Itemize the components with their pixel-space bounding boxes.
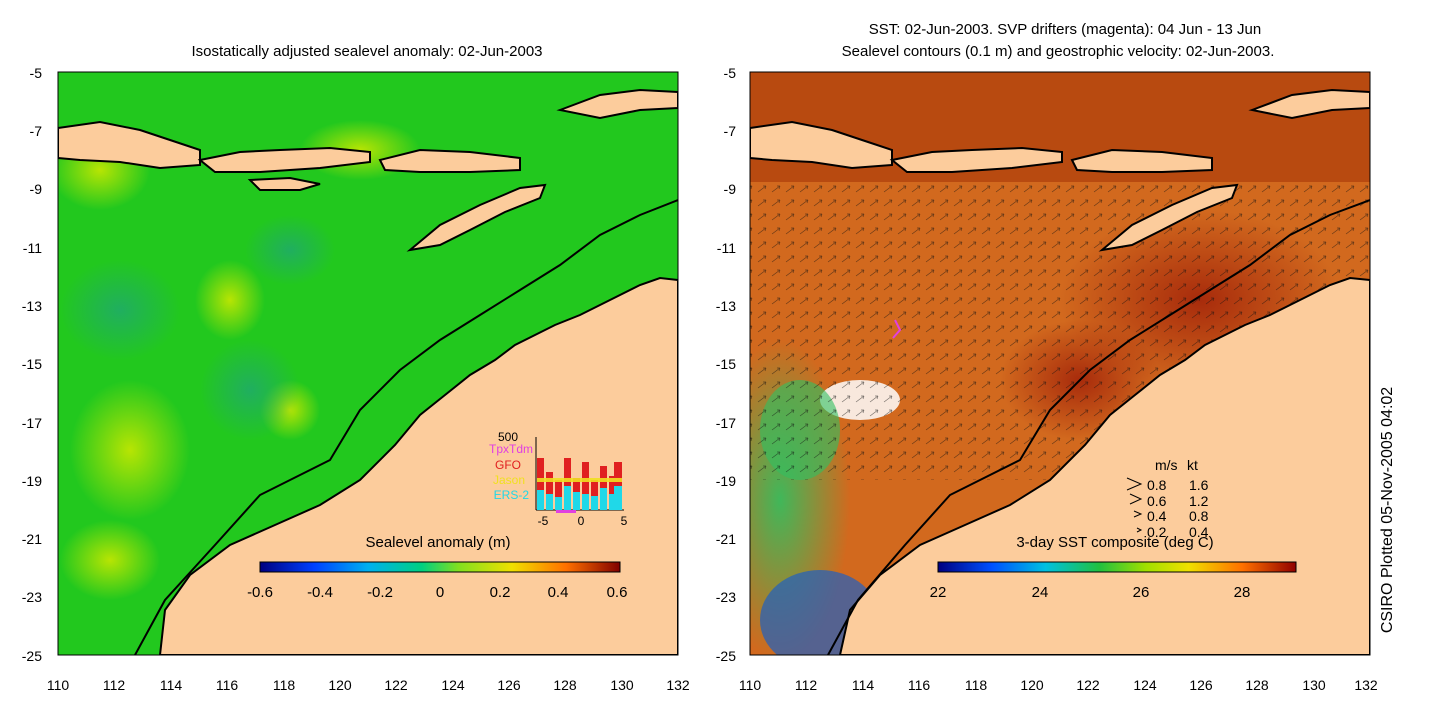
left-colorbar-ticks: -0.6 -0.4 -0.2 0 0.2 0.4 0.6 — [247, 584, 627, 601]
svg-text:0: 0 — [436, 584, 444, 601]
svg-text:0.2: 0.2 — [490, 584, 511, 601]
right-australia-land — [838, 276, 1370, 655]
credit-text: CSIRO Plotted 05-Nov-2005 04:02 — [1379, 387, 1396, 633]
svg-text:118: 118 — [965, 677, 988, 693]
svg-text:118: 118 — [273, 677, 296, 693]
svg-text:0.6: 0.6 — [1147, 493, 1167, 509]
svg-text:-17: -17 — [716, 415, 736, 431]
left-y-axis: -5 -7 -9 -11 -13 -15 -17 -19 -21 -23 -25 — [22, 65, 42, 664]
svg-text:0.2: 0.2 — [1147, 524, 1167, 540]
left-map-frame — [57, 71, 679, 656]
svg-text:-23: -23 — [716, 589, 736, 605]
left-colorbar — [259, 561, 621, 573]
left-x-axis: 110 112 114 116 118 120 122 124 126 128 … — [47, 677, 690, 693]
svg-text:0.6: 0.6 — [607, 584, 628, 601]
right-y-axis: -5 -7 -9 -11 -13 -15 -17 -19 -21 -23 -25 — [716, 65, 736, 664]
svg-text:132: 132 — [1354, 677, 1378, 693]
svg-text:-17: -17 — [22, 415, 42, 431]
svg-text:-7: -7 — [724, 123, 737, 139]
svg-text:120: 120 — [1020, 677, 1044, 693]
svg-text:Jason: Jason — [493, 473, 525, 487]
left-map-title: Isostatically adjusted sealevel anomaly:… — [191, 43, 542, 60]
svg-text:-0.2: -0.2 — [367, 584, 393, 601]
right-colorbar-label: 3-day SST composite (deg C) — [1016, 534, 1213, 551]
velocity-legend: m/s kt 0.8 1.6 0.6 1.2 0.4 0.8 0.2 0.4 — [1126, 457, 1209, 540]
svg-text:128: 128 — [553, 677, 577, 693]
svg-text:130: 130 — [1302, 677, 1326, 693]
svg-text:-9: -9 — [30, 181, 43, 197]
right-map-title-line1: SST: 02-Jun-2003. SVP drifters (magenta)… — [869, 21, 1261, 38]
svg-text:0: 0 — [578, 514, 585, 528]
svg-text:-25: -25 — [716, 648, 736, 664]
altimeter-inset: 500 TpxTdm GFO Jason ERS-2 -5 0 5 — [489, 430, 628, 528]
svg-text:26: 26 — [1133, 584, 1150, 601]
svg-text:ERS-2: ERS-2 — [494, 488, 530, 502]
svg-text:120: 120 — [328, 677, 352, 693]
svg-text:112: 112 — [103, 677, 126, 693]
svg-text:GFO: GFO — [495, 458, 521, 472]
left-map-plot — [58, 72, 678, 655]
svg-text:-23: -23 — [22, 589, 42, 605]
svg-text:122: 122 — [1076, 677, 1100, 693]
svg-text:132: 132 — [666, 677, 690, 693]
svg-text:kt: kt — [1187, 457, 1198, 473]
svg-text:-0.6: -0.6 — [247, 584, 273, 601]
svg-text:128: 128 — [1245, 677, 1269, 693]
svg-text:-5: -5 — [724, 65, 737, 81]
svg-text:126: 126 — [1189, 677, 1213, 693]
svg-text:116: 116 — [908, 677, 931, 693]
inset-bars — [537, 458, 622, 513]
svg-text:-13: -13 — [22, 298, 42, 314]
svg-text:124: 124 — [441, 677, 465, 693]
svg-text:TpxTdm: TpxTdm — [489, 442, 533, 456]
svg-text:24: 24 — [1032, 584, 1049, 601]
svg-text:-25: -25 — [22, 648, 42, 664]
left-australia-land — [158, 276, 678, 655]
svg-text:122: 122 — [384, 677, 408, 693]
svg-text:0.4: 0.4 — [1147, 508, 1167, 524]
svg-text:-21: -21 — [22, 531, 42, 547]
svg-text:-11: -11 — [23, 240, 42, 256]
svg-text:-13: -13 — [716, 298, 736, 314]
svg-text:5: 5 — [621, 514, 628, 528]
svg-text:-0.4: -0.4 — [307, 584, 333, 601]
svg-text:0.4: 0.4 — [1189, 524, 1209, 540]
svg-text:114: 114 — [852, 677, 875, 693]
left-colorbar-label: Sealevel anomaly (m) — [365, 534, 510, 551]
svg-text:-5: -5 — [30, 65, 43, 81]
svg-text:-19: -19 — [22, 473, 42, 489]
svg-text:28: 28 — [1234, 584, 1251, 601]
svg-text:-9: -9 — [724, 181, 737, 197]
svg-text:126: 126 — [497, 677, 521, 693]
svg-text:114: 114 — [160, 677, 183, 693]
right-map-plot — [750, 72, 1370, 655]
svg-text:0.8: 0.8 — [1189, 508, 1209, 524]
svg-text:-5: -5 — [538, 514, 549, 528]
svg-text:130: 130 — [610, 677, 634, 693]
svg-text:110: 110 — [47, 677, 70, 693]
svg-text:-19: -19 — [716, 473, 736, 489]
svg-text:-15: -15 — [22, 356, 42, 372]
svg-text:110: 110 — [739, 677, 762, 693]
svg-text:-11: -11 — [717, 240, 736, 256]
inset-ymax-label: 500 — [498, 430, 518, 444]
svg-text:m/s: m/s — [1155, 457, 1178, 473]
svg-text:0.8: 0.8 — [1147, 477, 1167, 493]
right-map-title-line2: Sealevel contours (0.1 m) and geostrophi… — [842, 43, 1275, 60]
svg-text:124: 124 — [1133, 677, 1157, 693]
svg-text:0.4: 0.4 — [548, 584, 569, 601]
svg-text:1.6: 1.6 — [1189, 477, 1209, 493]
right-colorbar-ticks: 22 24 26 28 — [930, 584, 1251, 601]
svg-text:22: 22 — [930, 584, 947, 601]
right-colorbar — [937, 561, 1297, 573]
svg-text:112: 112 — [795, 677, 818, 693]
right-map-frame — [749, 71, 1371, 656]
svg-text:-15: -15 — [716, 356, 736, 372]
right-x-axis: 110 112 114 116 118 120 122 124 126 128 … — [739, 677, 1378, 693]
svg-text:-7: -7 — [30, 123, 43, 139]
svg-text:-21: -21 — [716, 531, 736, 547]
svg-text:116: 116 — [216, 677, 239, 693]
svg-text:1.2: 1.2 — [1189, 493, 1209, 509]
